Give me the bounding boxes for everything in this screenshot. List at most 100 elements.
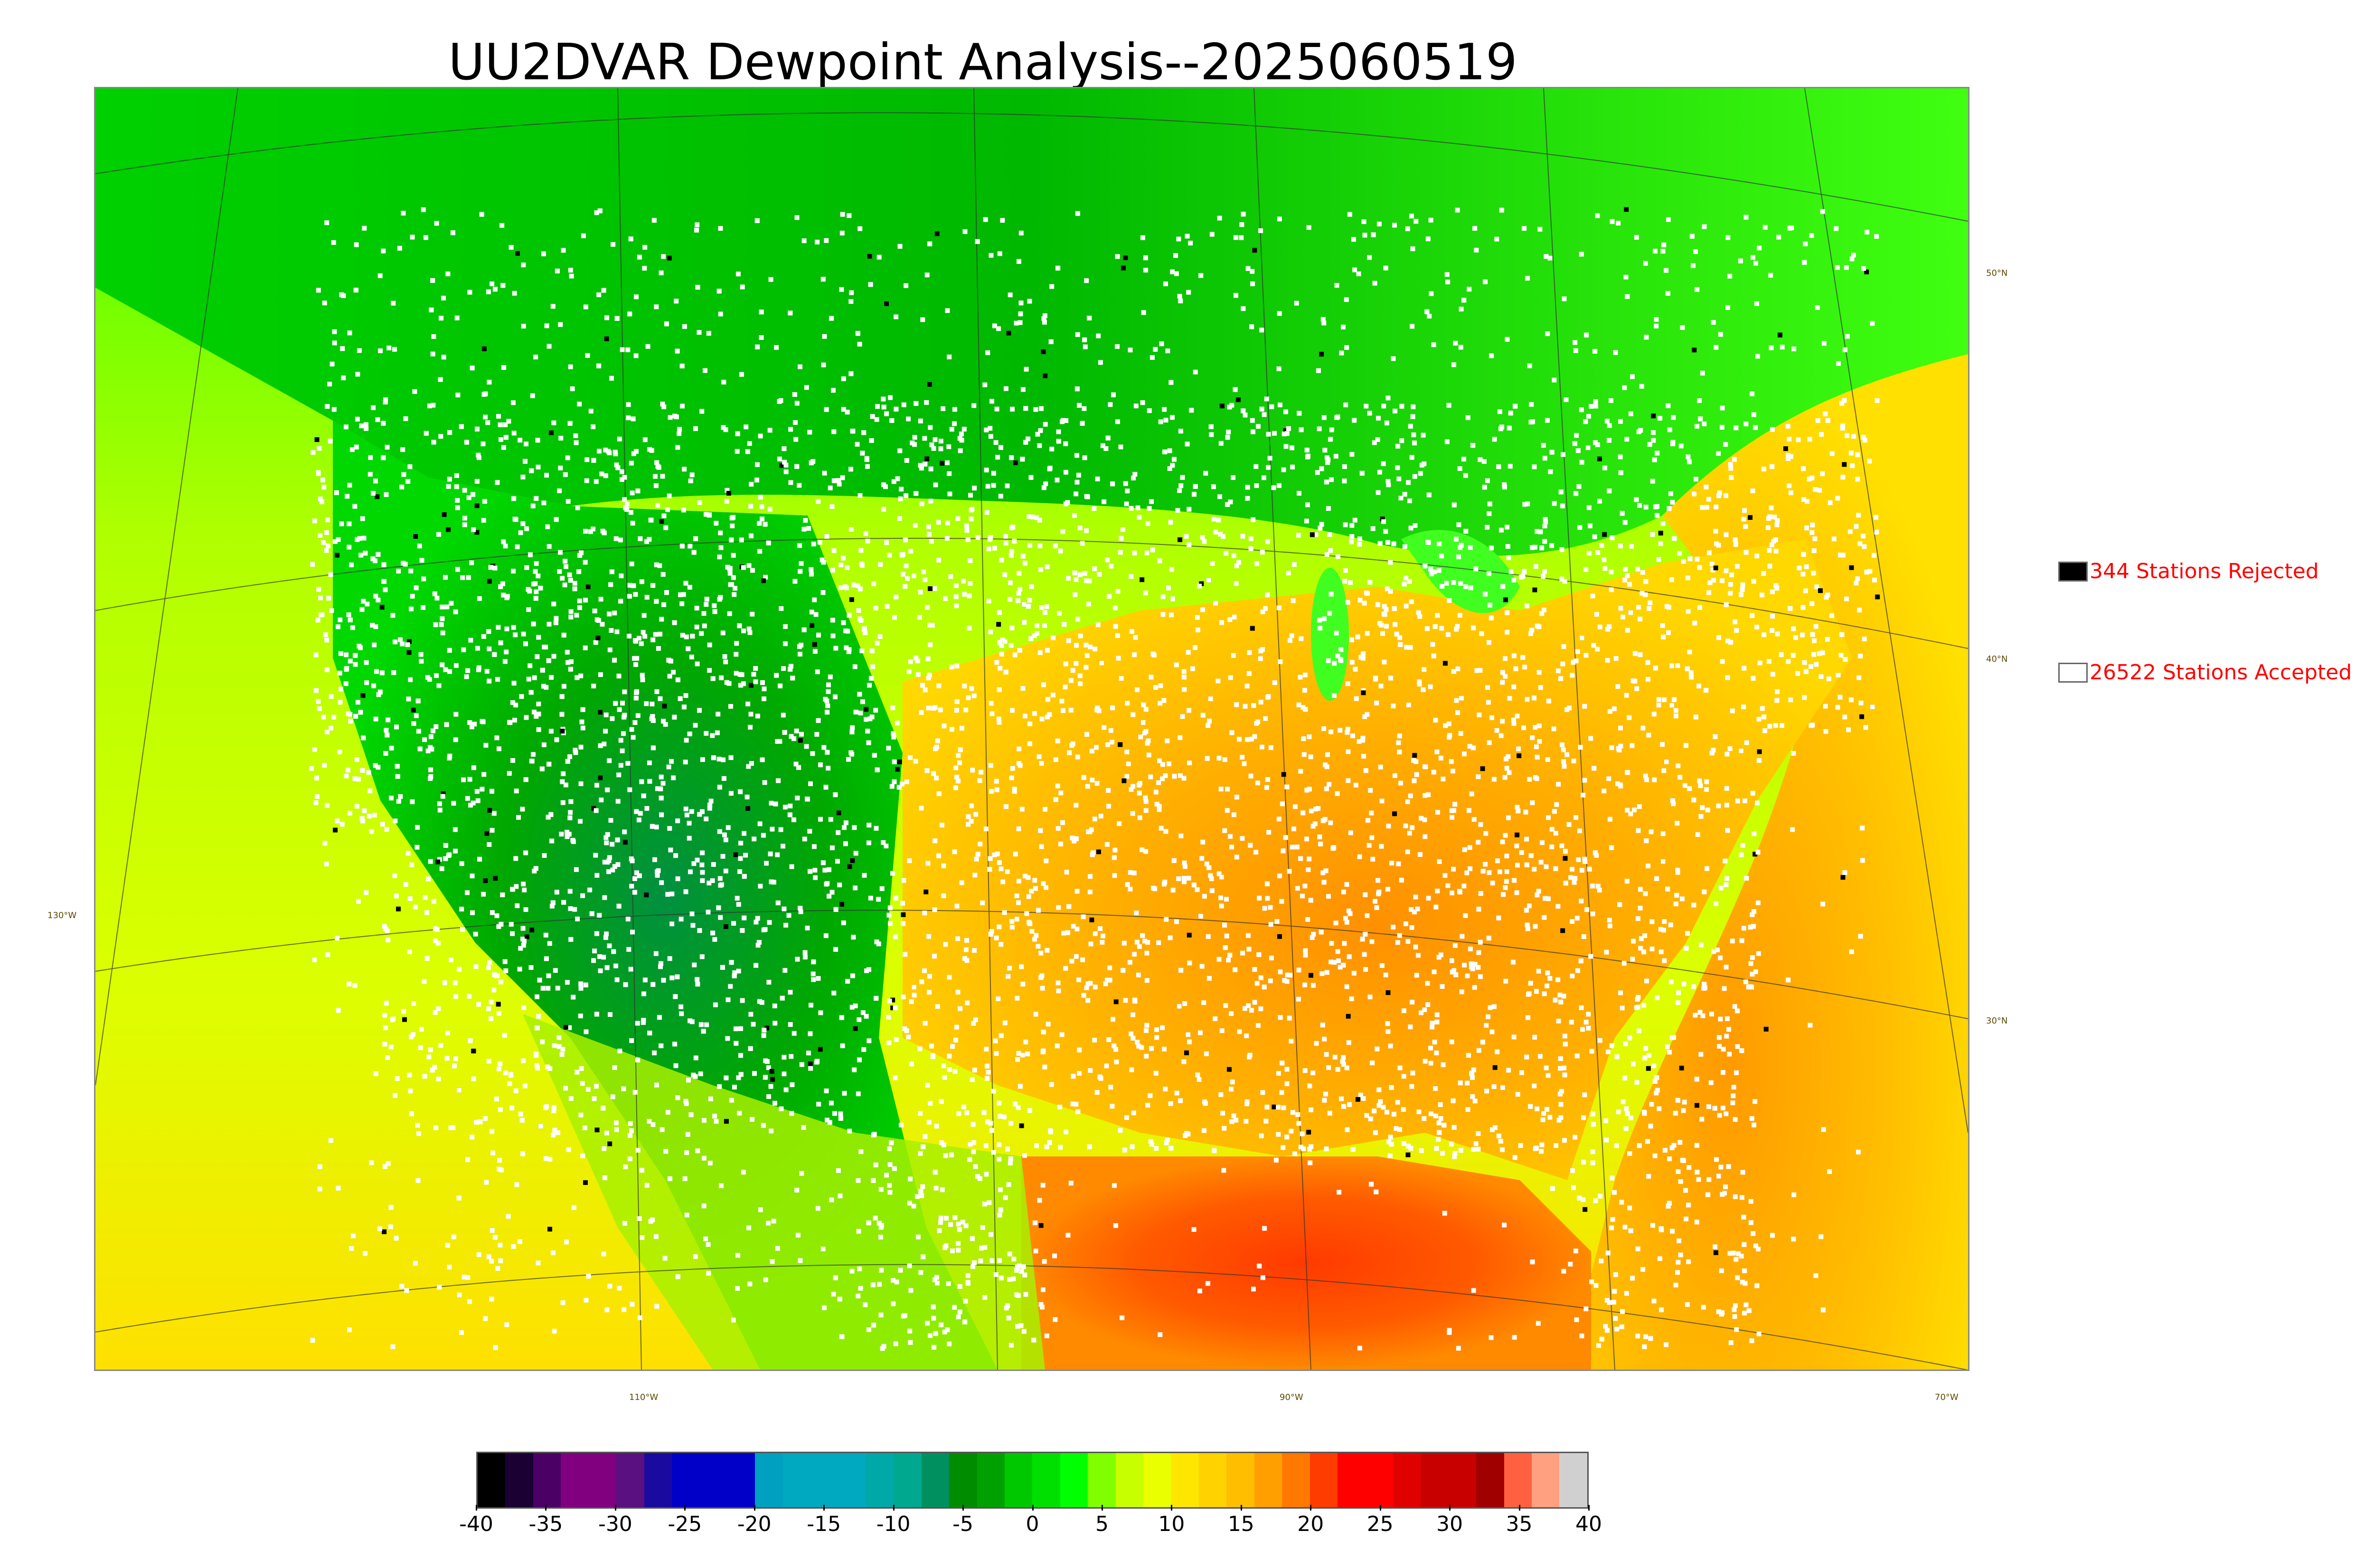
- accepted-station-marker: [1038, 950, 1044, 956]
- accepted-station-marker: [1145, 940, 1150, 945]
- accepted-station-marker: [1188, 241, 1193, 246]
- accepted-station-marker: [1503, 833, 1508, 838]
- accepted-station-marker: [551, 1250, 556, 1256]
- accepted-station-marker: [1628, 811, 1633, 817]
- accepted-station-marker: [989, 711, 995, 716]
- accepted-station-marker: [1016, 1051, 1021, 1056]
- accepted-station-marker: [653, 632, 658, 637]
- accepted-station-marker: [1823, 704, 1828, 709]
- accepted-station-marker: [1590, 1149, 1595, 1155]
- accepted-station-marker: [547, 1156, 553, 1162]
- accepted-station-marker: [1590, 593, 1595, 599]
- accepted-station-marker: [1266, 694, 1271, 699]
- accepted-station-marker: [1012, 539, 1017, 544]
- accepted-station-marker: [617, 1286, 622, 1291]
- accepted-station-marker: [992, 852, 997, 857]
- accepted-station-marker: [1612, 1190, 1617, 1195]
- accepted-station-marker: [546, 621, 552, 627]
- accepted-station-marker: [1344, 882, 1349, 887]
- accepted-station-marker: [1654, 1090, 1659, 1096]
- accepted-station-marker: [1741, 926, 1746, 931]
- accepted-station-marker: [494, 735, 499, 741]
- accepted-station-marker: [1602, 465, 1608, 470]
- accepted-station-marker: [425, 748, 431, 753]
- accepted-station-marker: [941, 406, 946, 411]
- accepted-station-marker: [629, 460, 634, 466]
- rejected-station-marker: [529, 928, 535, 933]
- accepted-station-marker: [718, 545, 724, 550]
- accepted-station-marker: [580, 1081, 585, 1086]
- accepted-station-marker: [739, 537, 744, 543]
- accepted-station-marker: [422, 737, 427, 742]
- accepted-station-marker: [1227, 404, 1232, 410]
- accepted-station-marker: [1219, 903, 1224, 909]
- accepted-station-marker: [856, 608, 861, 613]
- accepted-station-marker: [567, 754, 573, 759]
- accepted-station-marker: [1571, 759, 1576, 763]
- accepted-station-marker: [1579, 407, 1584, 413]
- accepted-station-marker: [1014, 917, 1019, 922]
- accepted-station-marker: [365, 601, 370, 607]
- accepted-station-marker: [1687, 649, 1692, 655]
- accepted-station-marker: [1071, 924, 1076, 929]
- accepted-station-marker: [1467, 845, 1472, 850]
- accepted-station-marker: [718, 226, 723, 231]
- accepted-station-marker: [1452, 943, 1458, 948]
- accepted-station-marker: [1751, 255, 1755, 260]
- accepted-station-marker: [471, 800, 476, 806]
- accepted-station-marker: [1583, 1020, 1589, 1025]
- accepted-station-marker: [496, 1011, 501, 1016]
- accepted-station-marker: [964, 523, 970, 528]
- accepted-station-marker: [970, 768, 975, 773]
- accepted-station-marker: [620, 347, 625, 352]
- accepted-station-marker: [1655, 1088, 1660, 1093]
- accepted-station-marker: [480, 787, 485, 792]
- accepted-station-marker: [535, 1025, 540, 1031]
- accepted-station-marker: [1414, 973, 1419, 978]
- accepted-station-marker: [355, 416, 360, 422]
- accepted-station-marker: [591, 424, 596, 430]
- accepted-station-marker: [986, 1070, 991, 1075]
- accepted-station-marker: [821, 745, 827, 750]
- accepted-station-marker: [1392, 223, 1397, 228]
- accepted-station-marker: [1723, 442, 1728, 447]
- accepted-station-marker: [1570, 973, 1575, 978]
- accepted-station-marker: [956, 1111, 961, 1116]
- graticule-line: [973, 88, 998, 1370]
- accepted-station-marker: [1017, 320, 1023, 325]
- accepted-station-marker: [712, 937, 717, 942]
- accepted-station-marker: [592, 1096, 597, 1101]
- accepted-station-marker: [1073, 592, 1078, 597]
- accepted-station-marker: [1867, 459, 1872, 464]
- accepted-station-marker: [732, 1085, 737, 1089]
- accepted-station-marker: [1718, 955, 1723, 960]
- accepted-station-marker: [1743, 422, 1749, 427]
- accepted-station-marker: [1453, 340, 1458, 346]
- accepted-station-marker: [896, 785, 902, 790]
- accepted-station-marker: [453, 737, 458, 742]
- accepted-station-marker: [873, 1215, 878, 1221]
- accepted-station-marker: [959, 880, 964, 885]
- accepted-station-marker: [668, 415, 673, 420]
- accepted-station-marker: [663, 722, 668, 727]
- accepted-station-marker: [1278, 402, 1282, 407]
- accepted-station-marker: [1250, 429, 1255, 434]
- accepted-station-marker: [948, 1222, 953, 1227]
- accepted-station-marker: [476, 667, 481, 672]
- accepted-station-marker: [945, 308, 950, 313]
- accepted-station-marker: [1218, 895, 1224, 901]
- accepted-station-marker: [1432, 969, 1437, 975]
- accepted-station-marker: [1321, 415, 1327, 420]
- accepted-station-marker: [357, 348, 362, 353]
- accepted-station-marker: [413, 904, 418, 910]
- accepted-station-marker: [591, 684, 596, 689]
- accepted-station-marker: [867, 1038, 872, 1043]
- accepted-station-marker: [1149, 1142, 1154, 1147]
- accepted-station-marker: [1182, 860, 1187, 865]
- accepted-station-marker: [1773, 583, 1779, 588]
- accepted-station-marker: [578, 673, 584, 678]
- accepted-station-marker: [1620, 1309, 1625, 1314]
- accepted-station-marker: [1184, 534, 1189, 539]
- accepted-station-marker: [844, 585, 849, 591]
- accepted-station-marker: [414, 713, 419, 718]
